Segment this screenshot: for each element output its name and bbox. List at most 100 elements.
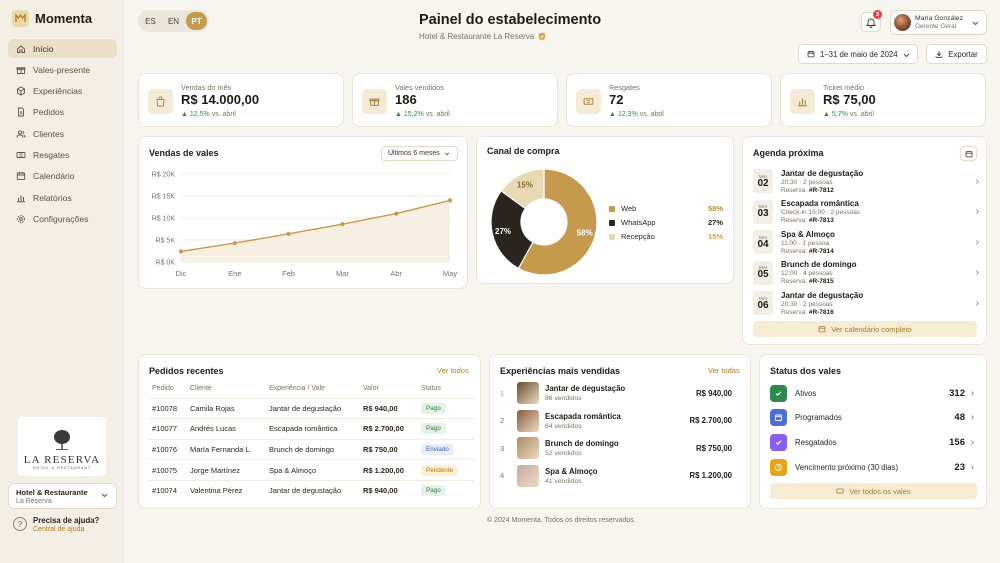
period-select[interactable]: Últimos 6 meses — [381, 146, 458, 161]
experience-info: Spa & Almoço 41 vendidos — [545, 467, 598, 485]
agenda-date-badge: MAI 05 — [753, 260, 773, 285]
y-tick-label: R$ 10K — [152, 216, 176, 223]
sidebar-item-experiencias[interactable]: Experiências — [8, 82, 117, 101]
pie-slice[interactable] — [517, 168, 598, 276]
pie-slice[interactable] — [490, 190, 534, 270]
pie-slice[interactable] — [500, 168, 545, 210]
calendar-toggle-button[interactable] — [960, 146, 977, 161]
experience-sold: 52 vendidos — [545, 450, 582, 457]
order-client: María Fernanda L. — [190, 438, 269, 460]
agenda-day: 06 — [757, 299, 769, 311]
bar-chart-icon — [17, 195, 25, 202]
agenda-day: 03 — [757, 208, 769, 219]
legend-item-web: Web 58% — [609, 204, 723, 213]
table-row[interactable]: #10074 Valentina Pérez Jantar de degustaçã… — [149, 479, 474, 501]
order-status-cell: Pago — [421, 397, 474, 419]
voucher-status-icon — [770, 409, 787, 427]
language-en-button[interactable]: EN — [167, 16, 180, 26]
order-status-cell: Enviado — [421, 438, 474, 460]
kpi-delta: ▲ 12,5% vs. abril — [181, 111, 236, 118]
agenda-item[interactable]: MAI 05 Brunch de domingo 12:00 · 4 pessoas R… — [753, 259, 979, 287]
sidebar-item-relatorios[interactable]: Relatórios — [8, 188, 117, 207]
reservation-label: Reserva: — [781, 278, 808, 285]
voucher-status-count: 48 — [954, 412, 965, 424]
establishment-select[interactable]: Hotel & Restaurante La Reserva — [8, 483, 117, 509]
chevron-down-icon — [101, 493, 108, 498]
agenda-item[interactable]: MAI 04 Spa & Almoço 11:00 · 1 pessoa Reserva… — [753, 228, 979, 256]
experience-sold: 64 vendidos — [545, 422, 582, 430]
view-all-vouchers-button[interactable]: Ver todos os vales — [770, 483, 977, 499]
voucher-status-item[interactable]: Ativos 312 › — [770, 384, 974, 402]
table-row[interactable]: #10078 Camila Rojas Jantar de degustação R$… — [149, 397, 474, 419]
column-header: Experiência / Vale — [269, 384, 325, 392]
x-tick-label: Ene — [228, 269, 241, 278]
table-row[interactable]: #10077 Andrés Lucas Escapada romântica R$ 2… — [149, 418, 474, 440]
voucher-status-item[interactable]: Vencimento próximo (30 dias) 23 › — [770, 458, 974, 476]
kpi-label: Vendas do mês — [181, 83, 232, 92]
voucher-status-label: Vencimento próximo (30 dias) — [795, 462, 899, 472]
period-select-label: Últimos 6 meses — [388, 150, 440, 157]
sidebar-item-resgates[interactable]: Resgates — [8, 145, 117, 164]
kpi-delta-value: 12,3% — [617, 111, 638, 118]
sidebar-item-configuracoes[interactable]: Configurações — [8, 209, 117, 228]
experience-thumbnail — [517, 464, 539, 487]
experience-rank: 2 — [500, 416, 505, 425]
pie-slice-label: 58% — [577, 228, 593, 237]
view-full-calendar-button[interactable]: Ver calendário completo — [753, 321, 977, 337]
kpi-delta-suffix: vs. abril — [211, 111, 236, 118]
reservation-label: Reserva: — [781, 247, 808, 255]
experience-info: Jantar de degustação 86 vendidos — [545, 384, 625, 402]
sidebar-item-inicio[interactable]: Início — [8, 39, 117, 58]
export-button[interactable]: Exportar — [926, 44, 987, 64]
experience-price: R$ 2.700,00 — [689, 416, 732, 425]
chevron-down-icon — [444, 152, 450, 155]
orders-header-row: Pedido Cliente Experiência / Vale Valor … — [149, 379, 474, 398]
reservation-code: #R-7814 — [808, 247, 834, 255]
top-experiences-title: Experiências mais vendidas — [500, 366, 621, 376]
voucher-status-item[interactable]: Programados 48 › — [770, 409, 974, 427]
order-experience: Brunch de domingo — [269, 438, 363, 460]
logo[interactable]: Momenta — [12, 10, 92, 27]
kpi-value: 186 — [395, 92, 417, 107]
orders-view-all-link[interactable]: Ver todos — [437, 366, 469, 375]
export-label: Exportar — [948, 49, 978, 59]
kpi-delta-value: 12,5% — [189, 111, 210, 118]
experiences-view-all-link[interactable]: Ver todas — [708, 366, 740, 375]
language-es-button[interactable]: ES — [145, 16, 156, 26]
experience-info: Escapada romântica 64 vendidos — [545, 412, 621, 430]
agenda-item[interactable]: MAI 03 Escapada romântica Check-in 15:00 · … — [753, 198, 979, 226]
voucher-status-item[interactable]: Resgatados 156 › — [770, 434, 974, 452]
agenda-item[interactable]: MAI 06 Jantar de degustação 20:30 · 2 pesso… — [753, 289, 979, 317]
list-item[interactable]: 4 Spa & Almoço 41 vendidos R$ 1.200,00 — [500, 464, 732, 488]
agenda-date-badge: MAI 04 — [753, 230, 773, 254]
tree-icon — [54, 430, 70, 450]
trend-up-icon: ▲ — [609, 111, 616, 118]
list-item[interactable]: 1 Jantar de degustação 86 vendidos R$ 940,0… — [500, 381, 732, 405]
brand-name: Momenta — [35, 11, 93, 26]
sidebar-item-calendario[interactable]: Calendário — [8, 167, 117, 186]
reservation-code: #R-7813 — [808, 217, 834, 224]
table-row[interactable]: #10075 Jorge Martínez Spa & Almoço R$ 1.200… — [149, 459, 474, 481]
agenda-info: Brunch de domingo 12:00 · 4 pessoas Reserv… — [781, 260, 857, 285]
order-id: #10077 — [149, 418, 190, 440]
table-row[interactable]: #10076 María Fernanda L. Brunch de domingo… — [149, 438, 474, 460]
list-item[interactable]: 2 Escapada romântica 64 vendidos R$ 2.700,0… — [500, 409, 732, 433]
help-icon: ? — [13, 517, 27, 531]
agenda-info: Jantar de degustação 20:30 · 2 pessoas Res… — [781, 169, 863, 194]
chevron-down-icon — [903, 53, 910, 58]
date-range-picker[interactable]: 1–31 de maio de 2024 — [798, 44, 918, 64]
list-item[interactable]: 3 Brunch de domingo 52 vendidos R$ 750,00 — [500, 436, 732, 460]
agenda-item[interactable]: MAI 02 Jantar de degustação 20:30 · 2 pesso… — [753, 167, 979, 195]
kpi-label: Ticket médio — [823, 83, 865, 92]
sidebar-item-clientes[interactable]: Clientes — [8, 124, 117, 143]
bag-icon — [148, 89, 173, 114]
help-center-link[interactable]: Central de ajuda — [33, 526, 85, 533]
sidebar-item-pedidos[interactable]: Pedidos — [8, 103, 117, 122]
chevron-right-icon: › — [970, 437, 974, 449]
voucher-status-count: 312 — [949, 387, 965, 399]
sidebar-item-vales-presente[interactable]: Vales-presente — [8, 60, 117, 79]
user-menu[interactable]: María González Gerente Geral — [890, 10, 987, 35]
sidebar-item-label: Configurações — [33, 213, 89, 224]
reservation-label: Reserva: — [781, 308, 808, 316]
language-pt-button[interactable]: PT — [186, 12, 207, 30]
